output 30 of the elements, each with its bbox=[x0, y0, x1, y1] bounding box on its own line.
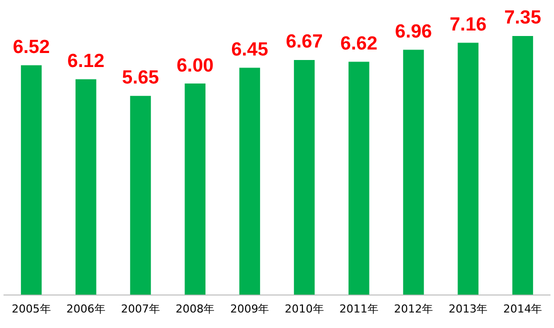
bar bbox=[239, 68, 260, 295]
data-label: 6.67 bbox=[286, 32, 323, 53]
x-tick-label: 2007年 bbox=[121, 302, 160, 316]
x-tick-label: 2005年 bbox=[12, 302, 51, 316]
bar bbox=[130, 96, 151, 295]
data-label: 7.35 bbox=[504, 8, 542, 29]
x-tick-label: 2009年 bbox=[230, 302, 270, 316]
x-tick-label: 2013年 bbox=[448, 302, 488, 316]
x-tick-label: 2011年 bbox=[339, 302, 378, 316]
bar bbox=[348, 62, 370, 295]
bar bbox=[184, 84, 206, 295]
x-tick-label: 2014年 bbox=[503, 302, 542, 316]
data-label: 6.52 bbox=[12, 36, 50, 58]
data-label: 6.96 bbox=[395, 21, 432, 42]
bar bbox=[20, 65, 42, 295]
data-label: 6.00 bbox=[176, 55, 214, 76]
bar bbox=[458, 42, 478, 295]
data-label: 5.65 bbox=[122, 68, 160, 89]
bar bbox=[76, 79, 96, 295]
data-label: 6.62 bbox=[340, 33, 378, 54]
bar bbox=[294, 60, 315, 295]
x-tick-label: 2006年 bbox=[66, 302, 106, 316]
data-label: 6.12 bbox=[67, 51, 104, 72]
x-tick-label: 2012年 bbox=[394, 302, 433, 316]
bar bbox=[512, 36, 534, 295]
data-label: 7.16 bbox=[450, 14, 487, 36]
x-tick-label: 2010年 bbox=[284, 302, 324, 316]
x-tick-label: 2008年 bbox=[176, 302, 215, 316]
bar bbox=[403, 50, 424, 295]
data-label: 6.45 bbox=[231, 39, 269, 60]
